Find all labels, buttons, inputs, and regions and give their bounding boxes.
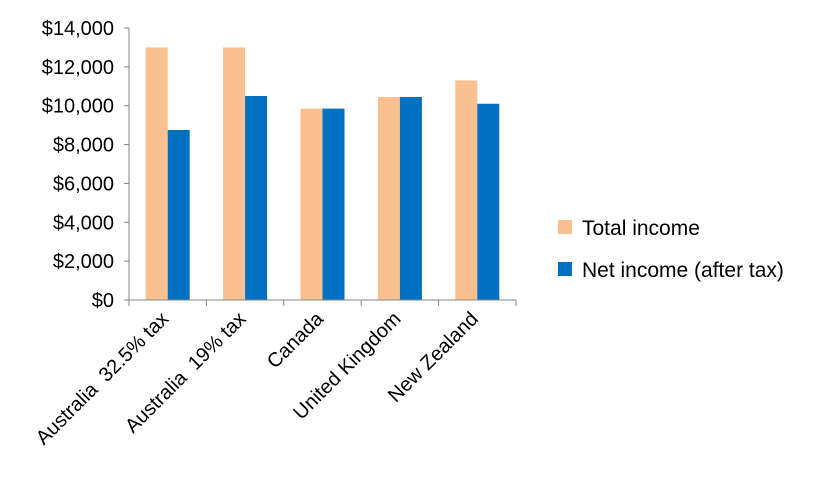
bar-total-income <box>145 47 168 300</box>
y-tick-label: $4,000 <box>53 212 114 234</box>
y-axis-ticks: $0 $2,000 $4,000 $6,000 $8,000 $10,000 $12,000… <box>42 18 114 312</box>
bar-net-income <box>167 130 190 300</box>
bars-group <box>145 47 500 301</box>
bar-net-income <box>477 103 500 301</box>
y-tick-label: $14,000 <box>42 18 114 40</box>
axes-group <box>124 27 517 306</box>
legend-label: Total income <box>582 217 700 240</box>
bar-net-income <box>245 96 268 300</box>
bar-net-income <box>322 108 345 300</box>
x-tick-label: Canada <box>263 307 329 373</box>
bar-total-income <box>300 108 323 300</box>
legend-swatch <box>558 220 572 234</box>
y-tick-label: $8,000 <box>53 135 114 157</box>
y-tick-label: $10,000 <box>42 96 114 118</box>
bar-total-income <box>223 47 246 300</box>
y-tick-label: $12,000 <box>42 57 114 79</box>
legend: Total income Net income (after tax) <box>558 217 784 282</box>
y-tick-label: $2,000 <box>53 251 114 273</box>
bar-total-income <box>455 80 478 300</box>
legend-swatch <box>558 262 572 276</box>
legend-label: Net income (after tax) <box>582 259 784 282</box>
y-tick-label: $0 <box>92 290 114 312</box>
y-tick-label: $6,000 <box>53 173 114 195</box>
bar-total-income <box>377 96 400 300</box>
bar-net-income <box>399 96 422 300</box>
x-tick-label: Australia 32.5% tax <box>32 308 173 449</box>
